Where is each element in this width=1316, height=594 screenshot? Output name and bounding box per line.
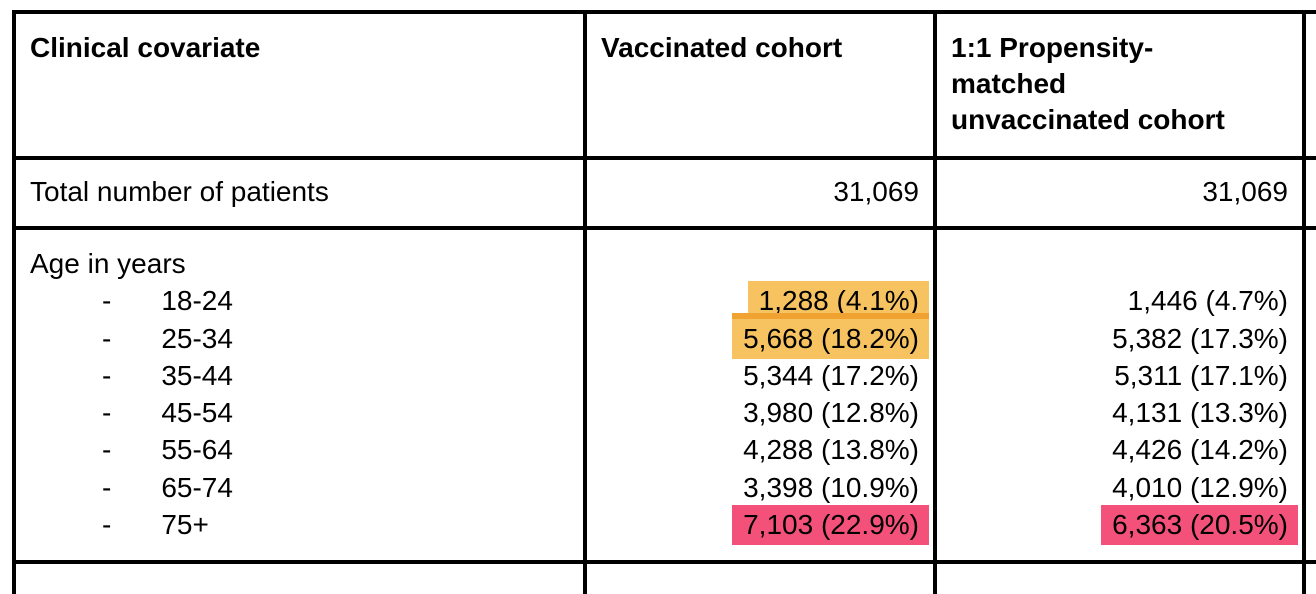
age-range-label: 35-44 (161, 359, 233, 391)
header-cell-vaccinated-cohort: Vaccinated cohort (587, 14, 937, 156)
partial-cell (1306, 564, 1316, 594)
total-patients-vaccinated-value: 31,069 (587, 160, 937, 226)
highlighted-value: 5,668 (18.2%) (732, 312, 929, 359)
age-section-row: Age in years - 18-24 - 25-34 - 35-44 - 45-54… (16, 230, 1316, 564)
header-cell-unvaccinated-cohort: 1:1 Propensity- matched unvaccinated coh… (937, 14, 1306, 156)
total-patients-row: Total number of patients 31,069 31,069 (16, 160, 1316, 230)
age-value-line: 4,131 (13.3%) (1112, 397, 1288, 429)
age-section-title: Age in years (30, 248, 186, 279)
list-dash: - (102, 359, 112, 391)
header-cell-clinical-covariate: Clinical covariate (16, 14, 587, 156)
covariate-table: Clinical covariate Vaccinated cohort 1:1… (12, 10, 1316, 594)
age-range-item: - 75+ (30, 506, 583, 543)
age-range-label: 25-34 (161, 322, 233, 354)
age-range-item: - 25-34 (30, 320, 583, 357)
column-header-label: 1:1 Propensity- matched unvaccinated coh… (951, 32, 1225, 135)
age-section-unvaccinated-values: 1,446 (4.7%) 5,382 (17.3%) 5,311 (17.1%)… (937, 230, 1306, 560)
age-value-line: 3,980 (12.8%) (743, 397, 919, 429)
age-value-line: 4,010 (12.9%) (1112, 471, 1288, 503)
age-range-item: - 45-54 (30, 394, 583, 431)
highlighted-value: 7,103 (22.9%) (732, 505, 929, 546)
list-dash: - (102, 471, 112, 503)
total-patients-label: Total number of patients (16, 160, 587, 226)
age-value-line: 1,446 (4.7%) (1127, 285, 1288, 317)
age-range-item: - 35-44 (30, 357, 583, 394)
list-dash: - (102, 322, 112, 354)
age-section-cropped-cell (1306, 230, 1316, 560)
partial-cell (937, 564, 1306, 594)
list-dash: - (102, 285, 112, 317)
age-section-labels: Age in years - 18-24 - 25-34 - 35-44 - 45-54… (16, 230, 587, 560)
age-value-line: 4,288 (13.8%) (743, 434, 919, 466)
age-range-label: 45-54 (161, 397, 233, 429)
column-header-label: Clinical covariate (30, 32, 261, 63)
header-cell-cropped (1306, 14, 1316, 156)
spacer-line (937, 245, 1288, 282)
age-value-line: 4,426 (14.2%) (1112, 434, 1288, 466)
age-value-line: 6,363 (20.5%) (937, 505, 1298, 546)
total-patients-unvaccinated-value: 31,069 (937, 160, 1306, 226)
partial-next-row (16, 564, 1316, 594)
column-header-label: Vaccinated cohort (601, 32, 843, 63)
partial-cell (16, 564, 587, 594)
age-value-line: 5,344 (17.2%) (743, 359, 919, 391)
highlighted-value: 6,363 (20.5%) (1101, 505, 1298, 546)
partial-cell (587, 564, 937, 594)
age-value-line: 7,103 (22.9%) (587, 505, 929, 546)
spacer-line (587, 245, 919, 282)
age-range-item: - 18-24 (30, 282, 583, 319)
age-value-line: 5,382 (17.3%) (1112, 322, 1288, 354)
age-value-line: 5,668 (18.2%) (587, 312, 929, 359)
table-header-row: Clinical covariate Vaccinated cohort 1:1… (16, 14, 1316, 160)
age-value-line: 5,311 (17.1%) (1114, 359, 1288, 391)
total-patients-cropped-cell (1306, 160, 1316, 226)
age-section-vaccinated-values: 1,288 (4.1%) 5,668 (18.2%) 5,344 (17.2%)… (587, 230, 937, 560)
age-range-label: 18-24 (161, 285, 233, 317)
age-range-item: - 55-64 (30, 431, 583, 468)
age-value-line: 3,398 (10.9%) (743, 471, 919, 503)
list-dash: - (102, 434, 112, 466)
age-range-item: - 65-74 (30, 469, 583, 506)
list-dash: - (102, 397, 112, 429)
age-range-label: 55-64 (161, 434, 233, 466)
age-range-label: 75+ (161, 509, 209, 541)
age-range-label: 65-74 (161, 471, 233, 503)
list-dash: - (102, 509, 112, 541)
